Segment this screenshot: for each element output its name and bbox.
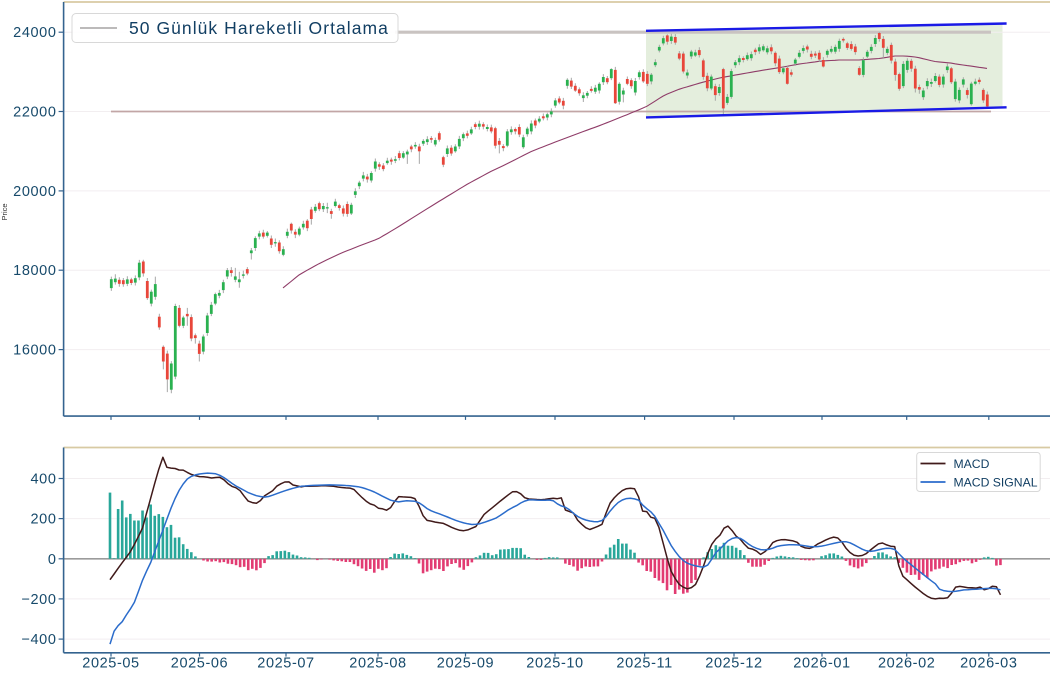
svg-text:2025-05: 2025-05: [82, 656, 139, 672]
svg-text:0: 0: [48, 552, 57, 568]
svg-text:50 Günlük Hareketli Ortalama: 50 Günlük Hareketli Ortalama: [129, 18, 389, 38]
svg-text:Price: Price: [0, 203, 9, 220]
svg-text:2025-12: 2025-12: [705, 656, 762, 672]
svg-text:24000: 24000: [13, 25, 56, 41]
svg-text:−400: −400: [21, 632, 56, 648]
svg-text:−200: −200: [21, 592, 56, 608]
svg-text:18000: 18000: [13, 263, 56, 279]
svg-text:2025-09: 2025-09: [437, 656, 494, 672]
svg-text:2026-03: 2026-03: [960, 656, 1017, 672]
svg-text:16000: 16000: [13, 343, 56, 359]
svg-text:2025-07: 2025-07: [257, 656, 314, 672]
svg-text:MACD: MACD: [954, 457, 990, 471]
svg-text:400: 400: [31, 472, 57, 488]
svg-text:2026-02: 2026-02: [878, 656, 935, 672]
svg-text:20000: 20000: [13, 184, 56, 200]
svg-text:2025-06: 2025-06: [171, 656, 228, 672]
svg-text:2026-01: 2026-01: [793, 656, 850, 672]
svg-text:2025-11: 2025-11: [616, 656, 672, 672]
svg-text:22000: 22000: [13, 105, 56, 121]
svg-text:MACD SIGNAL: MACD SIGNAL: [954, 476, 1038, 490]
svg-text:2025-10: 2025-10: [526, 656, 583, 672]
svg-text:200: 200: [31, 512, 57, 528]
svg-text:2025-08: 2025-08: [349, 656, 406, 672]
